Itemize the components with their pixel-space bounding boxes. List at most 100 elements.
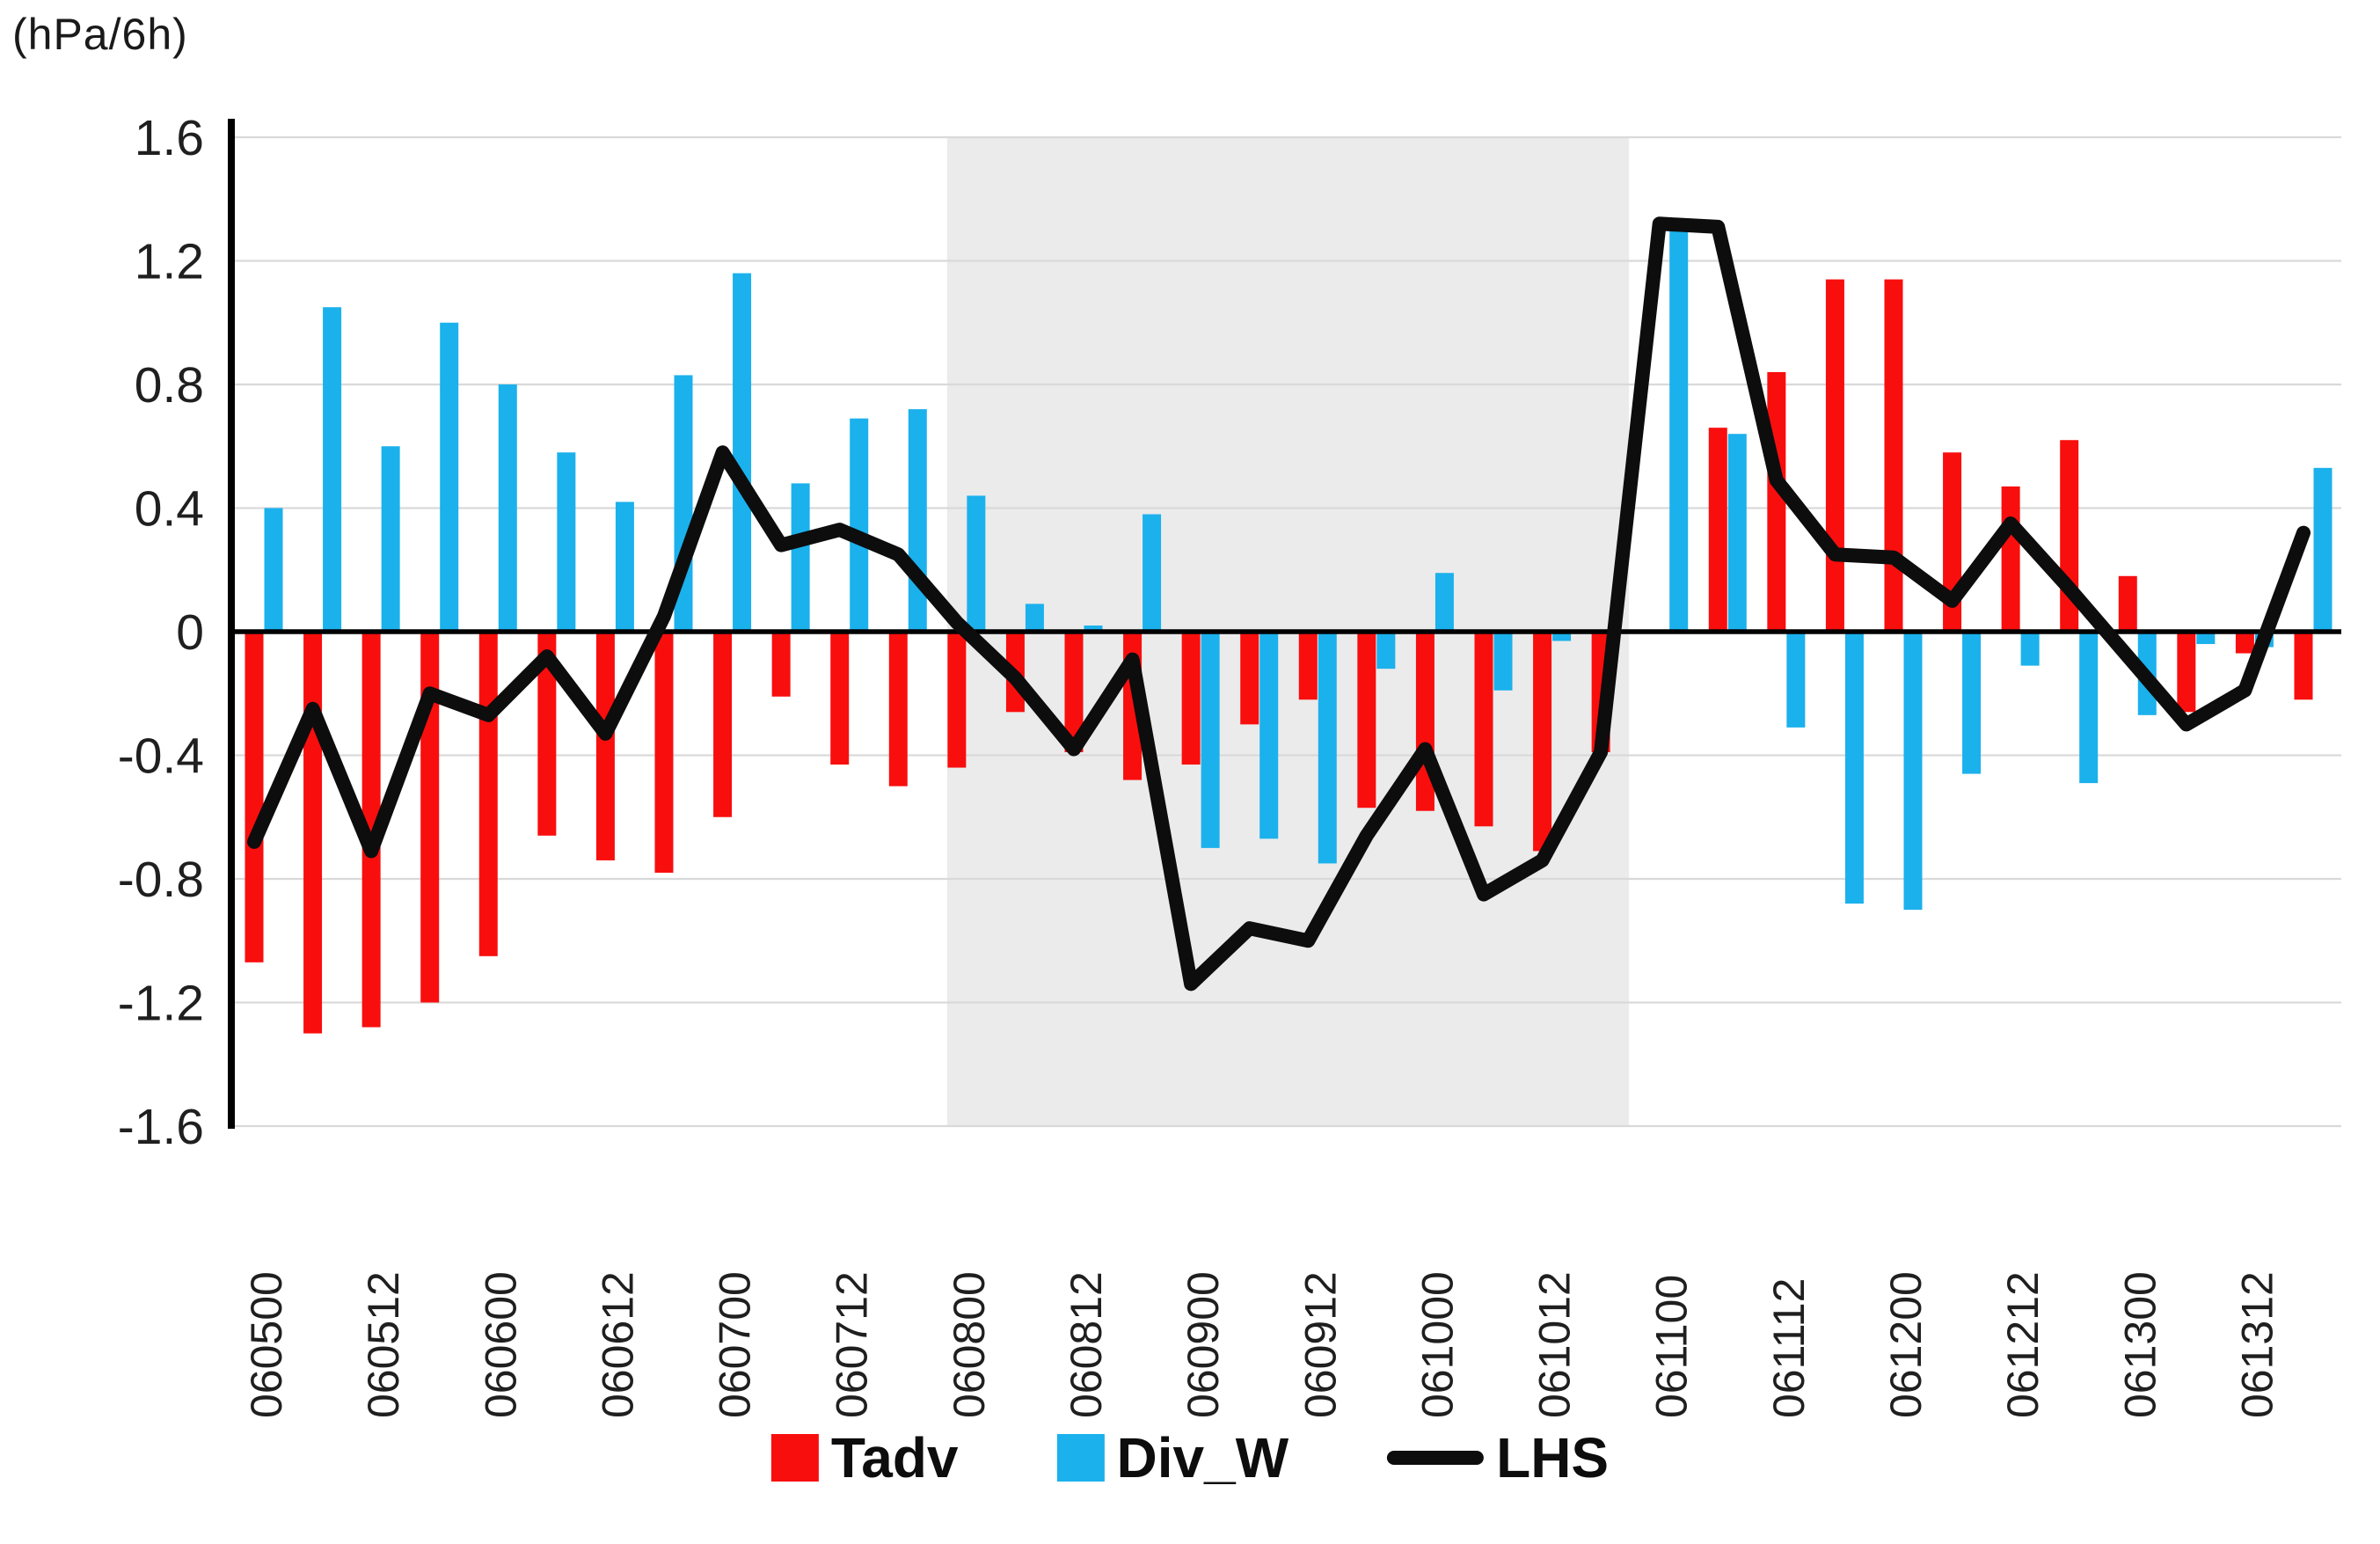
- tadv-bar: [830, 632, 850, 765]
- x-tick-label: 060912: [1296, 1271, 1345, 1418]
- divw-bar: [615, 501, 634, 632]
- x-tick-label: 061012: [1530, 1271, 1580, 1418]
- divw-bar: [1493, 632, 1513, 691]
- tadv-bar: [245, 632, 264, 962]
- tadv-bar: [2294, 632, 2313, 700]
- tadv-red-swatch-icon: [770, 1434, 819, 1482]
- x-tick-label: 060512: [359, 1271, 408, 1418]
- legend-item-divw: Div_W: [1056, 1425, 1289, 1490]
- x-tick-label: 061000: [1413, 1271, 1462, 1418]
- tadv-bar: [2001, 486, 2020, 632]
- x-tick-label: 061112: [1764, 1278, 1814, 1418]
- x-tick-label: 060812: [1062, 1271, 1111, 1418]
- tadv-bar: [1474, 632, 1493, 827]
- tadv-bar: [1240, 632, 1259, 725]
- tadv-bar: [478, 632, 498, 956]
- divw-bar: [2079, 632, 2099, 784]
- x-tick-label: 061212: [1998, 1271, 2048, 1418]
- tadv-bar: [1708, 428, 1727, 632]
- divw-bar: [1727, 434, 1747, 632]
- x-tick-label: 060700: [711, 1271, 760, 1418]
- tadv-bar: [1181, 632, 1201, 765]
- divw-bar: [1318, 632, 1337, 864]
- y-tick-label: -0.8: [118, 852, 204, 908]
- legend-item-tadv: Tadv: [770, 1425, 959, 1490]
- legend-label-tadv: Tadv: [830, 1426, 959, 1489]
- divw-bar: [1962, 632, 1982, 774]
- tadv-bar: [713, 632, 733, 817]
- legend-label-lhs: LHS: [1496, 1426, 1610, 1489]
- divw-bar: [1084, 625, 1103, 632]
- divw-bar: [264, 508, 283, 632]
- lhs-line-swatch-icon: [1387, 1451, 1485, 1465]
- y-tick-label: -0.4: [118, 728, 204, 785]
- tadv-bar: [654, 632, 674, 873]
- divw-bar: [1025, 604, 1044, 632]
- divw-blue-swatch-icon: [1056, 1434, 1105, 1482]
- divw-bar: [2020, 632, 2040, 666]
- tadv-bar: [595, 632, 615, 860]
- divw-bar: [791, 483, 810, 632]
- tadv-bar: [1884, 279, 1903, 632]
- divw-bar: [1376, 632, 1396, 670]
- tadv-bar: [361, 632, 381, 1028]
- legend-item-lhs: LHS: [1387, 1425, 1609, 1490]
- divw-bar: [1786, 632, 1806, 728]
- tadv-bar: [2177, 632, 2196, 713]
- y-tick-label: -1.6: [118, 1099, 204, 1155]
- y-tick-label: 0: [176, 604, 204, 661]
- y-axis-unit-title: (hPa/6h): [12, 10, 188, 59]
- divw-bar: [908, 409, 927, 632]
- x-tick-label: 060712: [828, 1271, 877, 1418]
- divw-bar: [1552, 632, 1572, 641]
- legend-label-divw: Div_W: [1116, 1426, 1289, 1489]
- tadv-bar: [2118, 575, 2137, 632]
- x-tick-label: 061200: [1881, 1271, 1931, 1418]
- tadv-bar: [1064, 632, 1084, 752]
- divw-bar: [967, 495, 986, 632]
- divw-bar: [557, 452, 576, 632]
- x-tick-label: 061300: [2115, 1271, 2165, 1418]
- divw-bar: [1669, 230, 1689, 632]
- tadv-bar: [888, 632, 908, 787]
- tadv-bar: [537, 632, 557, 836]
- tadv-bar: [1357, 632, 1376, 809]
- x-tick-label: 060900: [1179, 1271, 1228, 1418]
- divw-bar: [323, 307, 342, 632]
- tadv-bar: [1533, 632, 1552, 852]
- tadv-bar: [947, 632, 967, 768]
- divw-bar: [1844, 632, 1864, 904]
- divw-bar: [1143, 514, 1162, 632]
- lhs-line: [247, 216, 2311, 992]
- tadv-bar: [1767, 371, 1786, 632]
- divw-bar: [381, 446, 400, 632]
- divw-bar: [2196, 632, 2216, 645]
- x-tick-label: 061100: [1647, 1275, 1697, 1418]
- x-tick-label: 060612: [593, 1271, 642, 1418]
- x-tick-labels: 060500 060512 060600 060612 060700 060712 0608…: [242, 1271, 2281, 1418]
- divw-bar: [1435, 573, 1454, 632]
- divw-bar: [1259, 632, 1279, 839]
- y-tick-label: 1.6: [135, 110, 204, 166]
- tadv-bar: [2235, 632, 2254, 654]
- tadv-bar: [303, 632, 323, 1034]
- gridlines: [231, 135, 2341, 1128]
- x-tick-label: 061312: [2232, 1271, 2281, 1418]
- divw-bar: [498, 384, 517, 632]
- legend: Tadv Div_W LHS: [770, 1425, 1609, 1490]
- divw-bar: [733, 273, 752, 632]
- y-tick-label: -1.2: [118, 976, 204, 1032]
- divw-bar: [1903, 632, 1923, 911]
- x-tick-label: 060800: [945, 1271, 994, 1418]
- divw-bar: [440, 322, 459, 632]
- tadv-bar: [1298, 632, 1318, 700]
- y-tick-label: 1.2: [135, 234, 204, 290]
- divw-bar: [2313, 467, 2333, 632]
- tadv-bar: [771, 632, 791, 697]
- divw-bar: [850, 418, 869, 632]
- divw-bar: [1201, 632, 1220, 848]
- tadv-bar: [1825, 279, 1844, 632]
- x-tick-label: 060600: [476, 1271, 525, 1418]
